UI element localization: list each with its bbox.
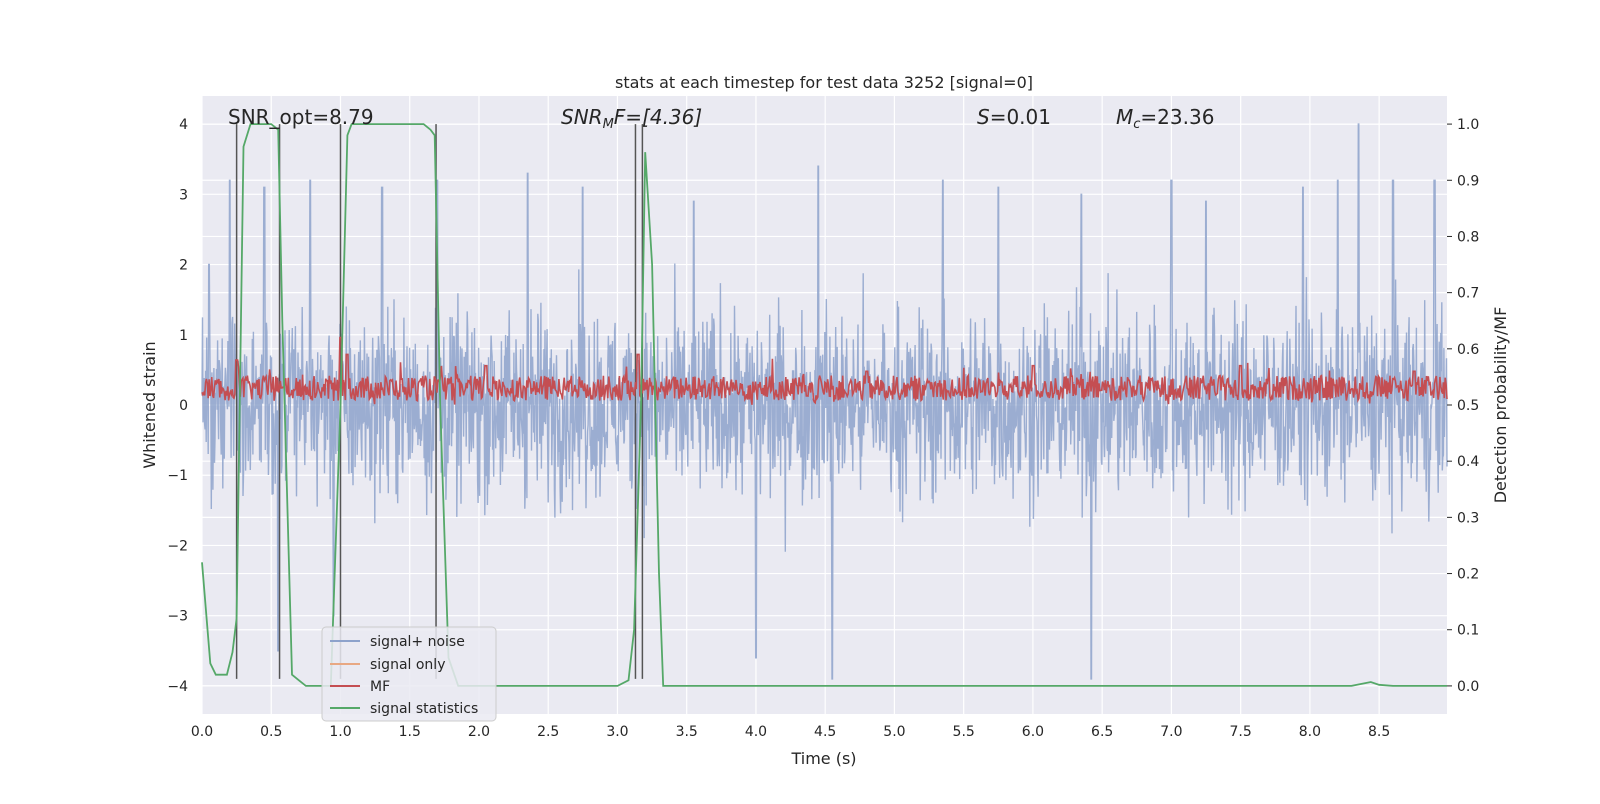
right-y-tick-label: 0.9 — [1457, 173, 1479, 189]
left-y-tick-label: 2 — [179, 258, 188, 274]
right-y-tick-label: 0.2 — [1457, 567, 1479, 583]
right-y-tick-label: 0.7 — [1457, 286, 1479, 302]
left-y-tick-label: 4 — [179, 117, 188, 133]
left-y-tick-label: 3 — [179, 187, 188, 203]
x-axis-label: Time (s) — [790, 749, 856, 768]
right-y-tick-label: 0.0 — [1457, 679, 1479, 695]
snr-opt-annotation: SNR_opt=8.79 — [228, 105, 374, 129]
chart-title: stats at each timestep for test data 325… — [615, 73, 1033, 92]
x-axis-ticks: 0.0 0.5 1.0 1.5 2.0 2.5 3.0 3.5 4.0 4.5 5.0 5.5 6.0 6… — [191, 724, 1390, 740]
right-y-tick-label: 1.0 — [1457, 117, 1479, 133]
right-y-tick-label: 0.4 — [1457, 454, 1479, 470]
snr-mf-annotation: SNRMF=[4.36] — [561, 105, 702, 132]
left-y-tick-label: −2 — [167, 538, 188, 554]
series-mf-line — [201, 336, 1448, 405]
legend-label-mf: MF — [370, 679, 390, 695]
right-y-tick-label: 0.8 — [1457, 229, 1479, 245]
legend-label-signal-statistics: signal statistics — [370, 701, 478, 717]
x-tick-label: 5.0 — [883, 724, 905, 740]
x-tick-label: 7.5 — [1230, 724, 1252, 740]
series-signal-statistics-line — [201, 123, 1447, 687]
s-annotation: S=0.01 — [977, 105, 1051, 129]
x-tick-label: 3.5 — [676, 724, 698, 740]
legend-label-signal-only: signal only — [370, 657, 445, 673]
x-tick-label: 0.0 — [191, 724, 213, 740]
x-tick-label: 2.0 — [468, 724, 490, 740]
x-tick-label: 1.5 — [399, 724, 421, 740]
x-tick-label: 4.0 — [745, 724, 767, 740]
mc-annotation: Mc=23.36 — [1116, 105, 1214, 132]
x-tick-label: 8.5 — [1368, 724, 1390, 740]
legend-frame — [321, 626, 497, 722]
left-y-tick-label: 0 — [179, 398, 188, 414]
left-y-axis-label: Whitened strain — [140, 341, 159, 468]
x-tick-label: 2.5 — [537, 724, 559, 740]
right-y-tick-label: 0.5 — [1457, 398, 1479, 414]
x-tick-label: 8.0 — [1299, 724, 1321, 740]
legend: signal+ noise signal only MF signal stat… — [321, 626, 497, 722]
right-y-axis-label: Detection probability/MF — [1491, 307, 1510, 504]
x-tick-label: 1.0 — [329, 724, 351, 740]
left-y-tick-label: −3 — [167, 609, 188, 625]
right-y-axis-ticks: 0.0 0.1 0.2 0.3 0.4 0.5 0.6 0.7 0.8 0.9 1.0 — [1447, 117, 1479, 695]
signal-statistics-series — [201, 123, 1447, 687]
x-tick-label: 6.5 — [1091, 724, 1113, 740]
x-tick-label: 5.5 — [953, 724, 975, 740]
x-tick-label: 7.0 — [1160, 724, 1182, 740]
x-tick-label: 4.5 — [814, 724, 836, 740]
right-y-tick-label: 0.3 — [1457, 510, 1479, 526]
left-y-axis-ticks: −4 −3 −2 −1 0 1 2 3 4 — [167, 117, 188, 695]
left-y-tick-label: −1 — [167, 468, 188, 484]
right-y-tick-label: 0.6 — [1457, 342, 1479, 358]
left-y-tick-label: −4 — [167, 679, 188, 695]
right-y-tick-label: 0.1 — [1457, 623, 1479, 639]
legend-label-signal-noise: signal+ noise — [370, 634, 465, 650]
mf-series — [201, 336, 1448, 405]
x-tick-label: 3.0 — [606, 724, 628, 740]
x-tick-label: 0.5 — [260, 724, 282, 740]
x-tick-label: 6.0 — [1022, 724, 1044, 740]
left-y-tick-label: 1 — [179, 328, 188, 344]
